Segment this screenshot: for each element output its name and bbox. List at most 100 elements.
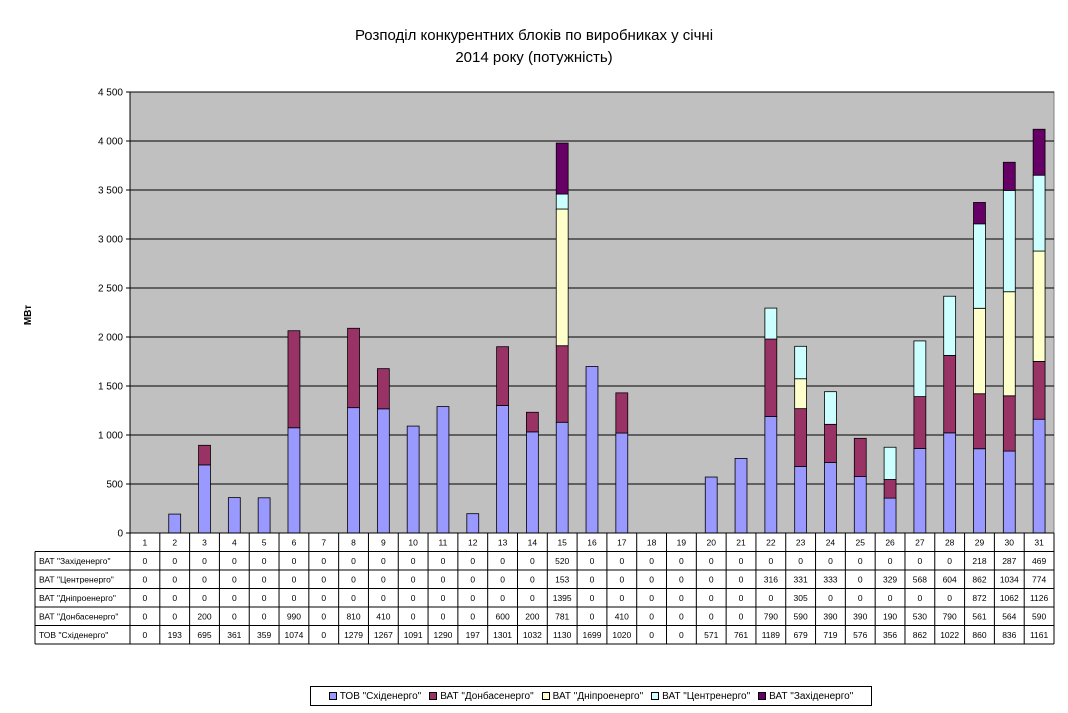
chart-title-line-2: 2014 року (потужність)	[455, 49, 613, 66]
table-value: 153	[555, 574, 569, 584]
bar-segment	[824, 423, 837, 463]
table-value: 0	[649, 556, 654, 566]
legend-label: ВАТ "Центренерго"	[662, 690, 751, 702]
table-value: 0	[172, 556, 177, 566]
table-value: 0	[649, 574, 654, 584]
table-value: 1091	[404, 630, 423, 640]
bar-segment	[973, 307, 986, 395]
bar-segment	[526, 411, 539, 433]
table-value: 333	[823, 574, 837, 584]
table-value: 761	[734, 630, 748, 640]
table-value: 218	[972, 556, 986, 566]
table-value: 0	[381, 593, 386, 603]
bar-segment	[973, 223, 986, 309]
bar-segment	[734, 458, 748, 534]
table-value: 0	[172, 611, 177, 621]
table-value: 0	[709, 574, 714, 584]
bar-segment	[555, 142, 569, 195]
table-value: 0	[292, 556, 297, 566]
table-value: 695	[197, 630, 211, 640]
category-label: 29	[975, 537, 985, 547]
table-value: 0	[709, 556, 714, 566]
bar-segment	[1002, 395, 1016, 452]
table-value: 1034	[1000, 574, 1019, 584]
bar-segment	[496, 405, 509, 534]
table-value: 0	[441, 611, 446, 621]
table-value: 781	[555, 611, 569, 621]
table-value: 0	[649, 611, 654, 621]
bar-segment	[1032, 418, 1046, 534]
category-label: 26	[885, 537, 895, 547]
table-value: 329	[883, 574, 897, 584]
bar-segment	[436, 406, 450, 534]
legend-item: ВАТ "Західенерго"	[758, 691, 853, 702]
category-label: 17	[617, 537, 627, 547]
legend-item: ВАТ "Донбасенерго"	[429, 691, 534, 702]
table-value: 810	[346, 611, 360, 621]
table-value: 0	[351, 556, 356, 566]
table-value: 0	[321, 611, 326, 621]
table-value: 410	[376, 611, 390, 621]
bar-segment	[555, 421, 569, 534]
bar-segment	[764, 307, 778, 340]
table-value: 0	[232, 556, 237, 566]
table-value: 0	[262, 556, 267, 566]
table-value: 0	[679, 556, 684, 566]
table-value: 0	[143, 556, 148, 566]
bar-segment	[824, 462, 837, 534]
bar-segment	[1032, 174, 1046, 252]
y-tick-label: 0	[117, 529, 123, 540]
category-label: 16	[587, 537, 597, 547]
bar-segment	[794, 378, 808, 410]
table-value: 0	[351, 593, 356, 603]
category-label: 8	[351, 537, 356, 547]
bar-segment	[824, 391, 837, 425]
table-value: 0	[232, 574, 237, 584]
chart-title-line-1: Розподіл конкурентних блоків по виробник…	[354, 27, 714, 44]
bar-segment	[227, 497, 241, 534]
table-value: 0	[262, 611, 267, 621]
table-value: 1074	[284, 630, 303, 640]
table-value: 0	[798, 556, 803, 566]
table-value: 0	[739, 611, 744, 621]
category-label: 31	[1034, 537, 1044, 547]
bar-segment	[347, 407, 360, 534]
table-value: 390	[853, 611, 867, 621]
bar-segment	[347, 327, 360, 409]
bar-segment	[615, 392, 629, 434]
legend-label: ВАТ "Дніпроенерго"	[552, 690, 644, 702]
category-label: 13	[498, 537, 508, 547]
table-value: 0	[590, 574, 595, 584]
category-label: 11	[439, 537, 448, 547]
table-value: 200	[197, 611, 211, 621]
table-value: 1189	[762, 630, 781, 640]
table-value: 0	[888, 593, 893, 603]
table-value: 0	[321, 593, 326, 603]
table-value: 1301	[493, 630, 512, 640]
y-tick-label: 500	[106, 480, 123, 491]
table-value: 0	[590, 593, 595, 603]
table-value: 679	[794, 630, 808, 640]
table-value: 0	[202, 593, 207, 603]
y-tick-label: 3 000	[98, 235, 123, 246]
legend-swatch	[541, 692, 550, 700]
bar-segment	[526, 431, 539, 534]
table-value: 0	[590, 556, 595, 566]
legend-label: ТОВ "Східенерго"	[339, 690, 422, 702]
legend-swatch	[328, 692, 337, 700]
table-value: 0	[858, 593, 863, 603]
category-label: 6	[292, 537, 297, 547]
bar-segment	[943, 432, 957, 534]
table-value: 0	[918, 556, 923, 566]
category-label: 18	[647, 537, 657, 547]
y-tick-label: 2 000	[98, 333, 123, 344]
bar-segment	[883, 497, 897, 534]
table-value: 0	[143, 630, 148, 640]
table-value: 1290	[434, 630, 453, 640]
legend-item: ВАТ "Центренерго"	[651, 691, 750, 702]
bar-segment	[973, 448, 986, 534]
table-value: 0	[143, 611, 148, 621]
table-value: 530	[913, 611, 927, 621]
table-value: 0	[321, 556, 326, 566]
table-value: 576	[853, 630, 867, 640]
